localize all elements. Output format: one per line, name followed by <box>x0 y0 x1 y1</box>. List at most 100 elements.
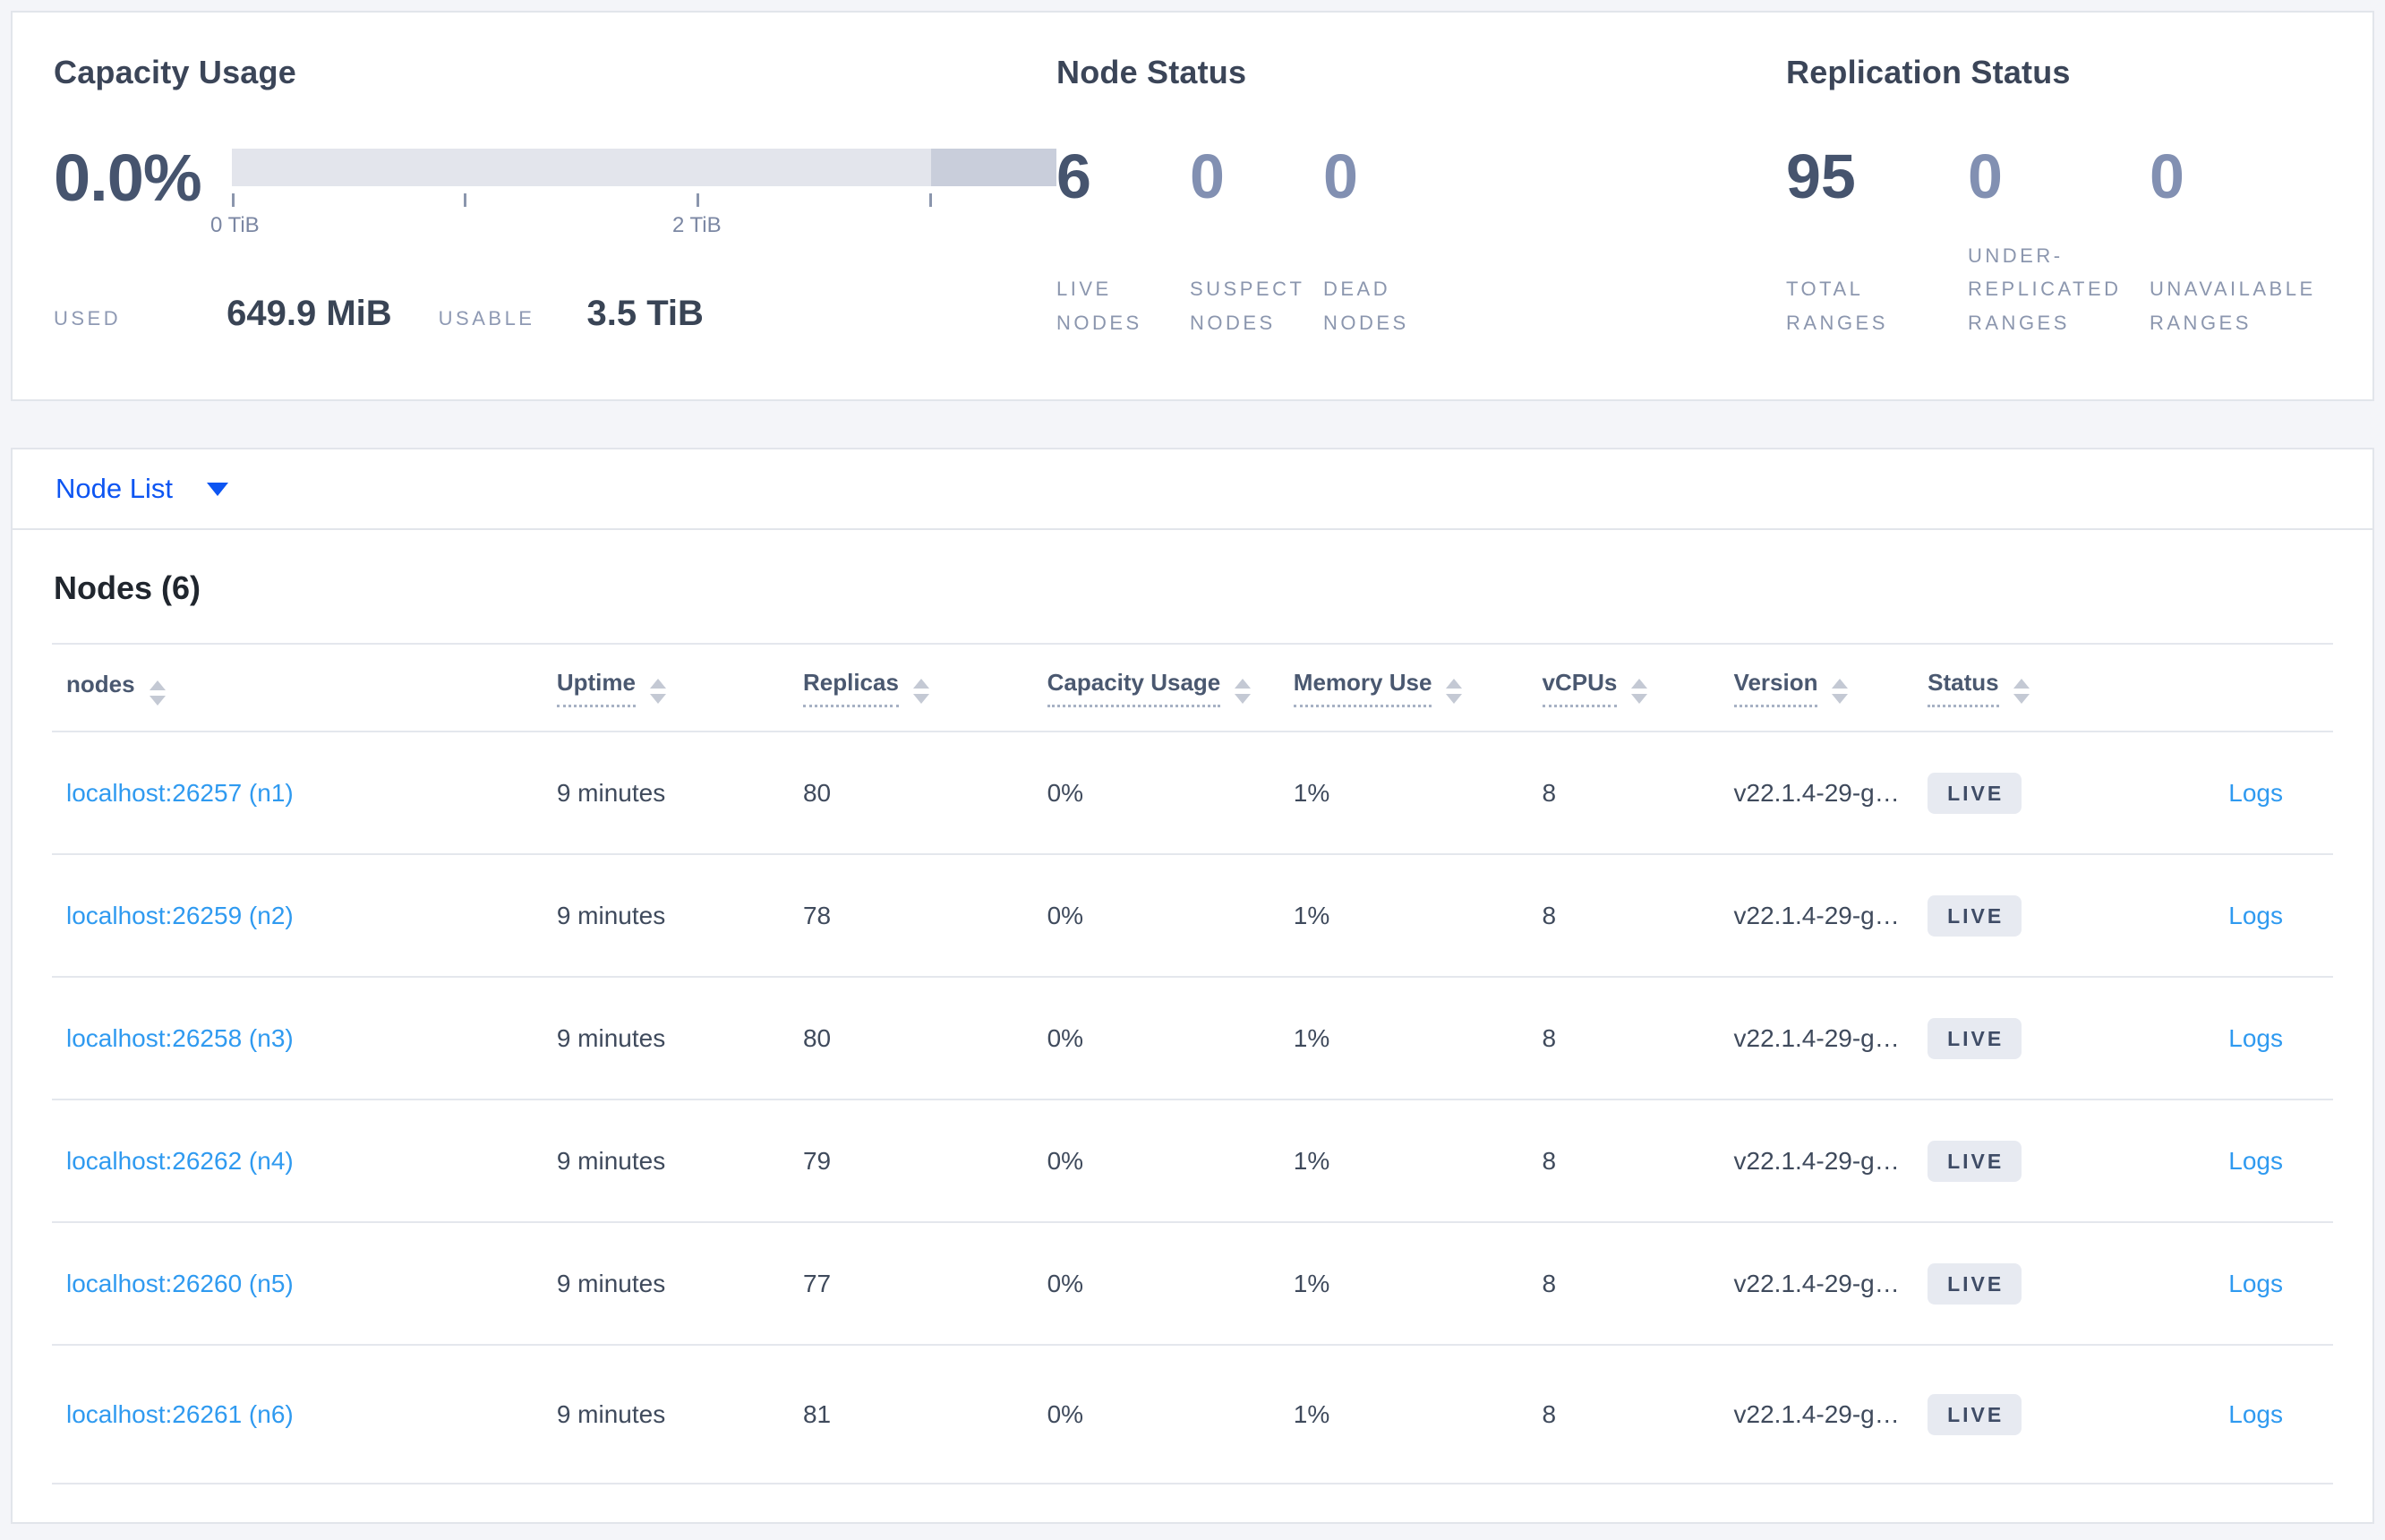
logs-link[interactable]: Logs <box>2228 1269 2283 1297</box>
version-cell: v22.1.4-29-g… <box>1719 854 1914 978</box>
replicas-cell: 80 <box>788 977 1033 1100</box>
sort-icon[interactable] <box>912 678 929 704</box>
table-row: localhost:26258 (n3) 9 minutes 80 0% 1% … <box>52 977 2333 1100</box>
memory-cell: 1% <box>1278 732 1528 855</box>
replicas-cell: 79 <box>788 1099 1033 1223</box>
status-badge: LIVE <box>1928 894 2022 937</box>
uptime-cell: 9 minutes <box>542 854 789 978</box>
sort-icon[interactable] <box>1235 678 1252 704</box>
capacity-bar-chart: 0 TiB 2 TiB <box>210 149 1056 237</box>
vcpus-cell: 8 <box>1527 854 1720 978</box>
nodes-table: nodes Uptime Replicas Capacity Usage Mem… <box>52 643 2333 1484</box>
node-link[interactable]: localhost:26261 (n6) <box>66 1399 294 1428</box>
column-header-replicas[interactable]: Replicas <box>788 643 1033 732</box>
suspect-nodes-label: SUSPECT NODES <box>1190 278 1305 335</box>
table-row: localhost:26257 (n1) 9 minutes 80 0% 1% … <box>52 732 2333 855</box>
axis-tick <box>464 193 467 207</box>
sort-icon[interactable] <box>1446 678 1463 704</box>
table-row: localhost:26262 (n4) 9 minutes 79 0% 1% … <box>52 1099 2333 1223</box>
capacity-bar <box>231 149 1056 186</box>
logs-link[interactable]: Logs <box>2228 778 2283 807</box>
usable-value: 3.5 TiB <box>586 294 704 333</box>
status-badge: LIVE <box>1928 772 2022 814</box>
node-list-dropdown-label: Node List <box>56 473 173 504</box>
capacity-cell: 0% <box>1032 732 1279 855</box>
capacity-usage-title: Capacity Usage <box>54 54 296 90</box>
usable-label: USABLE <box>438 307 535 329</box>
status-badge: LIVE <box>1928 1262 2022 1305</box>
memory-cell: 1% <box>1278 854 1528 978</box>
column-header-logs <box>2136 643 2333 732</box>
node-link[interactable]: localhost:26260 (n5) <box>66 1269 294 1297</box>
node-list-dropdown[interactable]: Node List <box>56 473 228 505</box>
column-header-vcpus[interactable]: vCPUs <box>1527 643 1720 732</box>
memory-cell: 1% <box>1278 1345 1528 1484</box>
capacity-axis: 0 TiB 2 TiB <box>210 193 1056 237</box>
capacity-used-percent: 0.0% <box>54 141 202 215</box>
sort-icon[interactable] <box>1832 678 1849 704</box>
nodes-table-card: Nodes (6) nodes Uptime Replicas Capacity… <box>11 528 2374 1524</box>
node-link[interactable]: localhost:26258 (n3) <box>66 1023 294 1052</box>
logs-link[interactable]: Logs <box>2228 1023 2283 1052</box>
axis-tick <box>697 193 700 207</box>
under-replicated-ranges-label: UNDER-REPLICATED RANGES <box>1968 244 2122 335</box>
memory-cell: 1% <box>1278 977 1528 1100</box>
replication-status-section: Replication Status 95 TOTAL RANGES 0 UND… <box>1786 54 2331 399</box>
sort-icon[interactable] <box>2013 678 2030 704</box>
used-label: USED <box>54 307 122 329</box>
replication-status-title: Replication Status <box>1786 54 2071 90</box>
chevron-down-icon <box>206 482 228 496</box>
suspect-nodes-value: 0 <box>1190 141 1225 211</box>
node-link[interactable]: localhost:26259 (n2) <box>66 901 294 929</box>
live-nodes-stat: 6 LIVE NODES <box>1056 145 1190 340</box>
column-header-nodes[interactable]: nodes <box>52 643 543 732</box>
dead-nodes-stat: 0 DEAD NODES <box>1323 145 1457 340</box>
logs-link[interactable]: Logs <box>2228 901 2283 929</box>
logs-link[interactable]: Logs <box>2228 1399 2283 1428</box>
replicas-cell: 78 <box>788 854 1033 978</box>
version-cell: v22.1.4-29-g… <box>1719 1099 1914 1223</box>
version-cell: v22.1.4-29-g… <box>1719 1345 1914 1484</box>
column-header-version[interactable]: Version <box>1719 643 1914 732</box>
column-header-capacity-usage[interactable]: Capacity Usage <box>1032 643 1279 732</box>
status-badge: LIVE <box>1928 1393 2022 1435</box>
used-value: 649.9 MiB <box>227 294 392 333</box>
uptime-cell: 9 minutes <box>542 977 789 1100</box>
version-cell: v22.1.4-29-g… <box>1719 977 1914 1100</box>
table-header-row: nodes Uptime Replicas Capacity Usage Mem… <box>52 643 2333 732</box>
capacity-cell: 0% <box>1032 1345 1279 1484</box>
dead-nodes-label: DEAD NODES <box>1323 278 1409 335</box>
table-row: localhost:26260 (n5) 9 minutes 77 0% 1% … <box>52 1222 2333 1346</box>
dead-nodes-value: 0 <box>1323 141 1358 211</box>
live-nodes-label: LIVE NODES <box>1056 278 1142 335</box>
table-row: localhost:26261 (n6) 9 minutes 81 0% 1% … <box>52 1345 2333 1484</box>
node-status-title: Node Status <box>1056 54 1247 90</box>
column-header-status[interactable]: Status <box>1913 643 2137 732</box>
table-row: localhost:26259 (n2) 9 minutes 78 0% 1% … <box>52 854 2333 978</box>
node-link[interactable]: localhost:26262 (n4) <box>66 1146 294 1175</box>
capacity-usage-section: Capacity Usage 0.0% 0 TiB 2 TiB USED 649… <box>54 54 1056 399</box>
live-nodes-value: 6 <box>1056 141 1091 211</box>
version-cell: v22.1.4-29-g… <box>1719 732 1914 855</box>
uptime-cell: 9 minutes <box>542 1222 789 1346</box>
capacity-cell: 0% <box>1032 854 1279 978</box>
vcpus-cell: 8 <box>1527 1099 1720 1223</box>
axis-tick-label: 0 TiB <box>209 213 260 237</box>
total-ranges-label: TOTAL RANGES <box>1786 278 1888 335</box>
unavailable-ranges-label: UNAVAILABLE RANGES <box>2150 278 2316 335</box>
sort-icon[interactable] <box>649 678 666 704</box>
sort-icon[interactable] <box>149 680 166 706</box>
column-header-uptime[interactable]: Uptime <box>542 643 789 732</box>
capacity-bar-dark-segment <box>930 149 1056 186</box>
uptime-cell: 9 minutes <box>542 1345 789 1484</box>
axis-tick <box>929 193 933 207</box>
under-replicated-ranges-stat: 0 UNDER-REPLICATED RANGES <box>1968 145 2150 340</box>
suspect-nodes-stat: 0 SUSPECT NODES <box>1190 145 1323 340</box>
axis-tick-label: 2 TiB <box>671 213 722 237</box>
capacity-cell: 0% <box>1032 1222 1279 1346</box>
uptime-cell: 9 minutes <box>542 1099 789 1223</box>
sort-icon[interactable] <box>1631 678 1648 704</box>
node-link[interactable]: localhost:26257 (n1) <box>66 778 294 807</box>
logs-link[interactable]: Logs <box>2228 1146 2283 1175</box>
column-header-memory-use[interactable]: Memory Use <box>1278 643 1528 732</box>
